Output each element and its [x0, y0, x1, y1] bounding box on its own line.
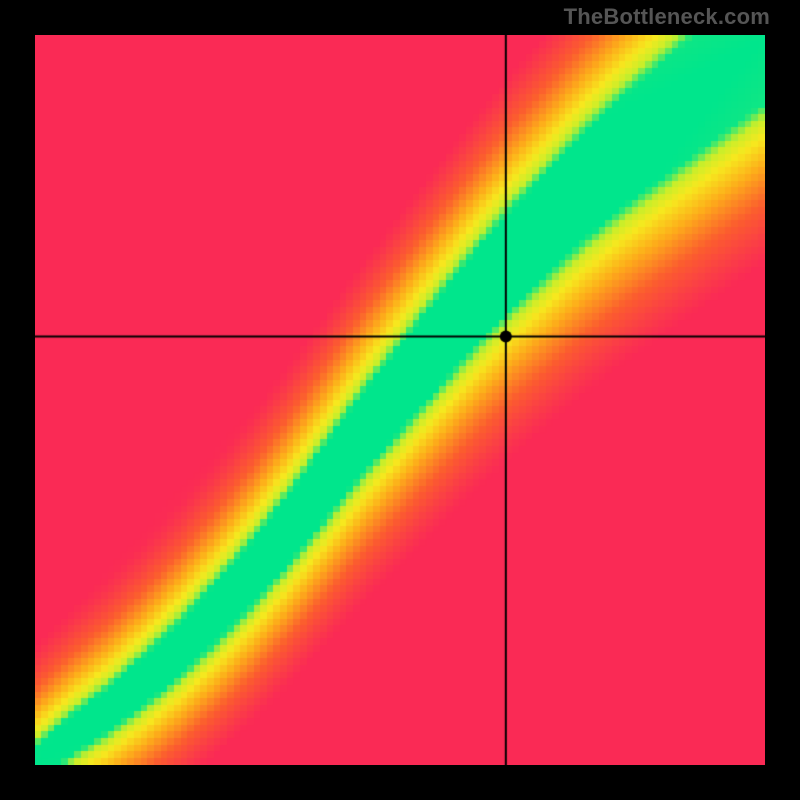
chart-container: TheBottleneck.com [0, 0, 800, 800]
watermark-text: TheBottleneck.com [564, 4, 770, 30]
plot-area [35, 35, 765, 765]
heatmap-canvas [35, 35, 765, 765]
